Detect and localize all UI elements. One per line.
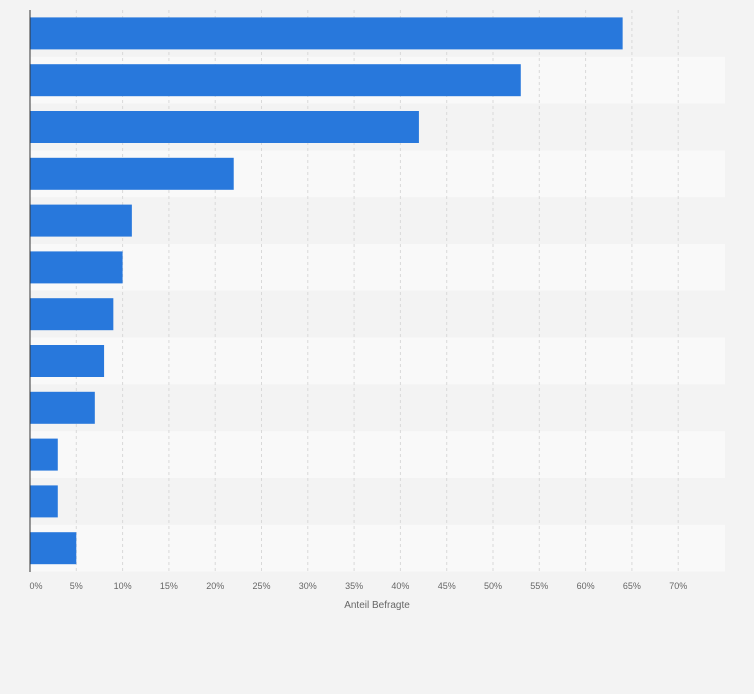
x-tick-label: 25%	[252, 581, 270, 591]
row-band	[30, 384, 725, 432]
bar[interactable]	[30, 251, 123, 284]
bar[interactable]	[30, 532, 77, 565]
bar[interactable]	[30, 111, 419, 143]
bar[interactable]	[30, 64, 521, 97]
x-tick-label: 35%	[345, 581, 363, 591]
x-axis-label: Anteil Befragte	[344, 600, 410, 611]
bar[interactable]	[30, 345, 105, 377]
row-band	[30, 197, 725, 244]
bar[interactable]	[30, 17, 623, 50]
bar[interactable]	[30, 298, 114, 331]
bar[interactable]	[30, 204, 132, 237]
row-band	[30, 524, 725, 572]
x-tick-label: 30%	[299, 581, 317, 591]
grid-lines	[75, 10, 679, 572]
x-tick-labels: 0% 5% 10% 15% 20% 25% 30% 35% 40% 45% 50% 55% 60% 65%…	[29, 581, 687, 591]
x-tick-label: 50%	[484, 581, 502, 591]
x-tick-label: 45%	[438, 581, 456, 591]
x-tick-label: 60%	[577, 581, 595, 591]
x-tick-label: 65%	[623, 581, 641, 591]
x-tick-label: 20%	[206, 581, 224, 591]
bar[interactable]	[30, 157, 234, 190]
x-tick-label: 15%	[160, 581, 178, 591]
bar[interactable]	[30, 438, 58, 471]
x-tick-label: 0%	[29, 581, 42, 591]
x-tick-label: 5%	[70, 581, 83, 591]
row-bands	[30, 10, 725, 572]
bar[interactable]	[30, 391, 95, 424]
row-band	[30, 478, 725, 525]
x-tick-label: 70%	[669, 581, 687, 591]
row-band	[30, 431, 725, 478]
row-band	[30, 290, 725, 338]
x-tick-label: 40%	[391, 581, 409, 591]
bars	[30, 17, 623, 565]
row-band	[30, 337, 725, 385]
bar[interactable]	[30, 485, 58, 518]
row-band	[30, 244, 725, 291]
x-tick-label: 55%	[530, 581, 548, 591]
x-tick-label: 10%	[114, 581, 132, 591]
